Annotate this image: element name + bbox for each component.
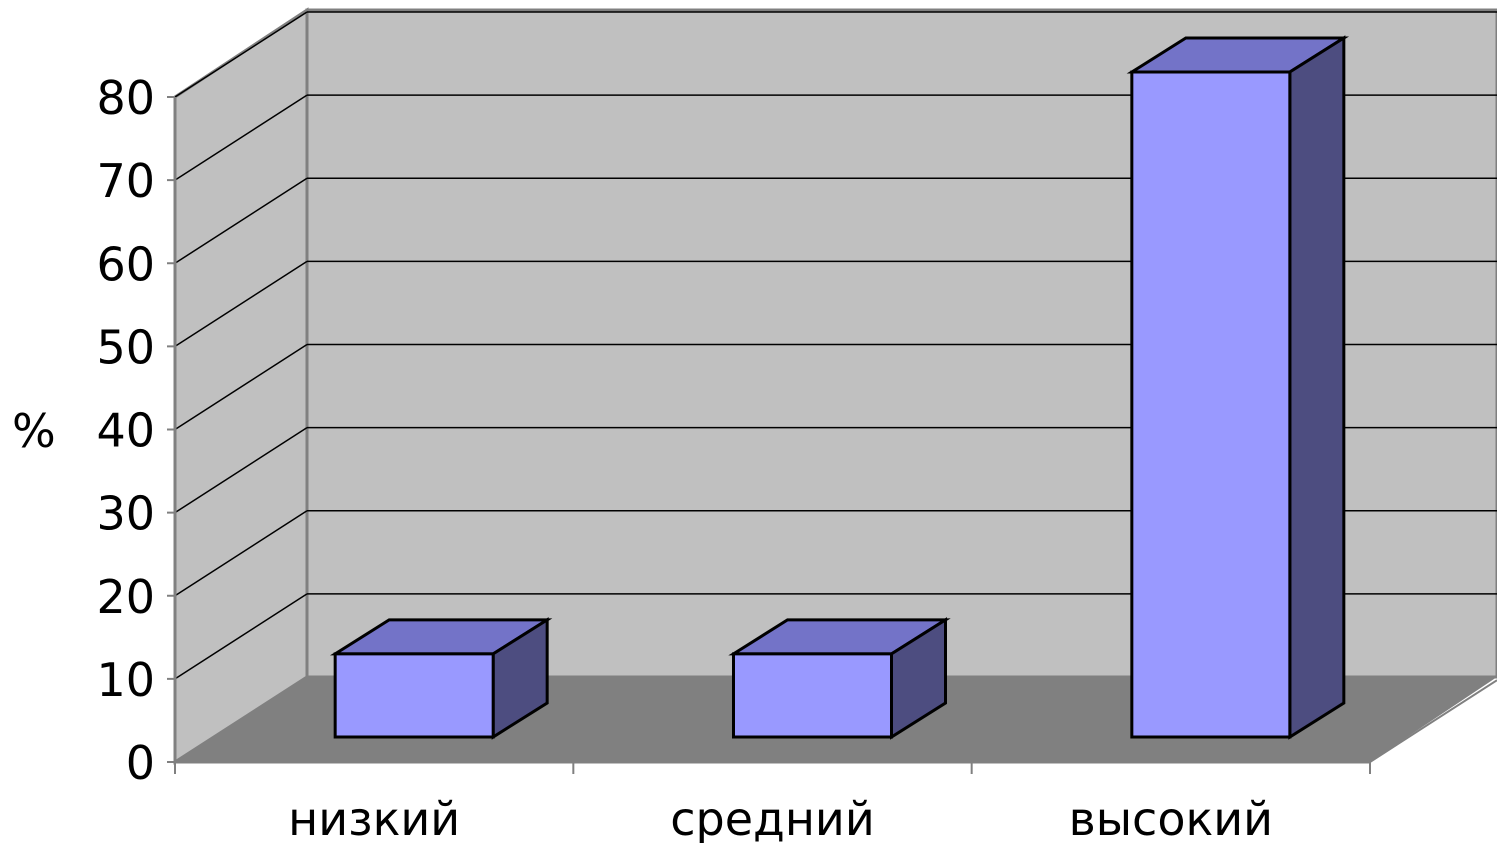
bar-front [732, 652, 893, 739]
gridline-side [174, 11, 308, 98]
gridline-side [174, 593, 308, 680]
y-tick-label: 0 [126, 736, 155, 790]
gridline-side [174, 260, 308, 348]
bar-front [1130, 70, 1292, 739]
gridline-side [174, 94, 308, 181]
bars [329, 35, 1350, 740]
y-tick-labels: 0 10 20 30 40 50 60 70 80 [96, 71, 155, 790]
x-tick-label: низкий [288, 792, 460, 843]
y-tick-label: 10 [96, 653, 155, 707]
x-tick-label: высокий [1069, 792, 1273, 843]
y-tick-label: 40 [96, 404, 155, 458]
y-tick-label: 80 [96, 71, 155, 125]
x-tick-labels: низкий средний высокий [288, 792, 1273, 843]
bar-1 [728, 617, 951, 740]
floor-edge [1369, 679, 1497, 763]
bar-2 [1126, 35, 1350, 740]
bar-front [333, 652, 495, 739]
y-tick-label: 20 [96, 570, 155, 624]
gridline-side [174, 510, 308, 597]
x-tick-label: средний [670, 792, 874, 843]
bar-side [1288, 35, 1346, 740]
y-tick-label: 70 [96, 154, 155, 208]
gridline-side [174, 177, 308, 264]
y-axis-label: % [12, 404, 56, 458]
gridline-side [174, 343, 308, 431]
y-tick-label: 60 [96, 237, 155, 291]
side-wall [173, 7, 309, 765]
bar-0 [329, 617, 553, 740]
axes [167, 96, 1497, 774]
gridline-side [174, 426, 308, 514]
y-tick-label: 50 [96, 320, 155, 374]
y-tick-label: 30 [96, 487, 155, 541]
